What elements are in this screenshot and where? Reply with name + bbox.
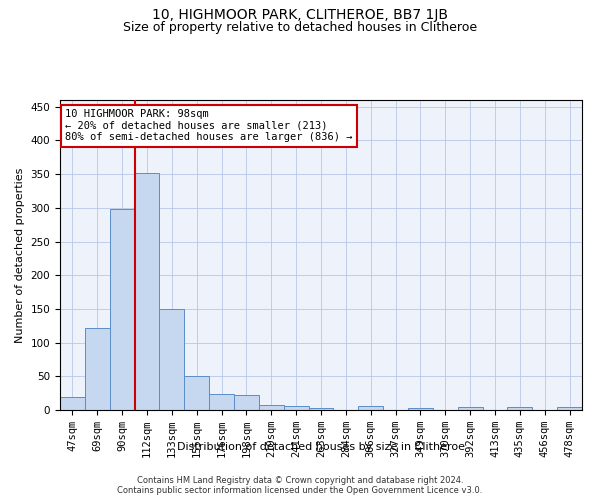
Bar [408, 408, 433, 410]
Bar [184, 376, 209, 410]
Bar [85, 328, 110, 410]
Text: 10, HIGHMOOR PARK, CLITHEROE, BB7 1JB: 10, HIGHMOOR PARK, CLITHEROE, BB7 1JB [152, 8, 448, 22]
Bar [160, 309, 184, 410]
Bar [110, 209, 134, 410]
Bar [60, 396, 85, 410]
Bar [308, 408, 334, 410]
Bar [358, 406, 383, 410]
Bar [458, 408, 482, 410]
Text: Contains HM Land Registry data © Crown copyright and database right 2024.
Contai: Contains HM Land Registry data © Crown c… [118, 476, 482, 495]
Bar [284, 406, 308, 410]
Y-axis label: Number of detached properties: Number of detached properties [15, 168, 25, 342]
Bar [209, 394, 234, 410]
Bar [234, 394, 259, 410]
Text: 10 HIGHMOOR PARK: 98sqm
← 20% of detached houses are smaller (213)
80% of semi-d: 10 HIGHMOOR PARK: 98sqm ← 20% of detache… [65, 110, 353, 142]
Bar [557, 408, 582, 410]
Bar [259, 404, 284, 410]
Text: Size of property relative to detached houses in Clitheroe: Size of property relative to detached ho… [123, 21, 477, 34]
Bar [508, 408, 532, 410]
Bar [134, 173, 160, 410]
Text: Distribution of detached houses by size in Clitheroe: Distribution of detached houses by size … [177, 442, 465, 452]
